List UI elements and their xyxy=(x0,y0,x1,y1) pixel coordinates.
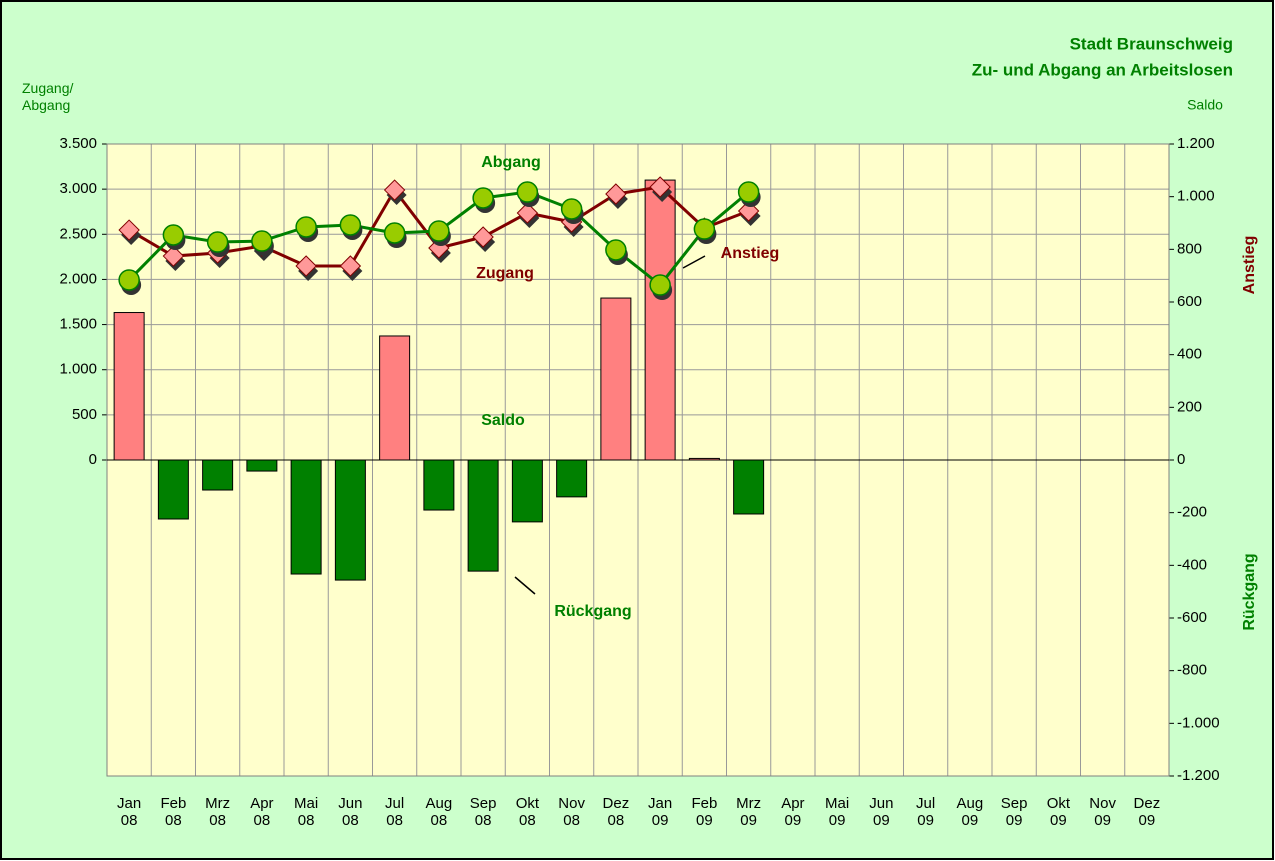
bar xyxy=(556,459,588,498)
x-tick-label: Nov 09 xyxy=(1089,795,1116,829)
y-tick-label: 2.500 xyxy=(59,225,97,242)
y2-tick-label: -600 xyxy=(1177,609,1207,626)
marker xyxy=(383,179,406,201)
x-tick-label: Mrz 08 xyxy=(205,795,231,829)
marker xyxy=(472,226,494,248)
annotation: Saldo xyxy=(481,412,525,429)
bar xyxy=(157,459,189,520)
x-tick-label: Jan 08 xyxy=(117,795,142,829)
x-tick-label: Jun 09 xyxy=(869,795,894,829)
y-tick-label: 1.000 xyxy=(59,361,97,378)
x-tick-label: Mai 08 xyxy=(294,795,319,829)
y2-tick-label: -1.000 xyxy=(1177,714,1220,731)
marker xyxy=(516,181,539,203)
y-tick-label: 2.000 xyxy=(59,270,97,287)
x-tick-label: Jun 08 xyxy=(338,795,363,829)
x-tick-label: Apr 08 xyxy=(250,795,274,829)
annotation-leader xyxy=(514,576,536,595)
x-tick-label: Apr 09 xyxy=(781,795,805,829)
x-tick-label: Jan 09 xyxy=(648,795,673,829)
bar xyxy=(113,312,145,461)
chart-title: Zu- und Abgang an Arbeitslosen xyxy=(972,60,1233,79)
y-tick-label: 0 xyxy=(89,451,97,468)
bar xyxy=(733,459,765,515)
annotation: Abgang xyxy=(481,154,541,171)
y2-tick-label: -800 xyxy=(1177,662,1207,679)
marker xyxy=(295,255,317,277)
marker xyxy=(605,239,627,261)
marker xyxy=(162,245,185,267)
y2-tick-label: 200 xyxy=(1177,398,1202,415)
x-tick-label: Dez 08 xyxy=(602,795,630,829)
y2-positive-title: Anstieg xyxy=(1241,236,1258,295)
chart-title: Stadt Braunschweig xyxy=(1070,34,1233,53)
y2-tick-label: 800 xyxy=(1177,240,1202,257)
x-tick-label: Okt 08 xyxy=(515,795,540,829)
x-tick-label: Sep 09 xyxy=(1000,795,1028,829)
x-tick-label: Mrz 09 xyxy=(736,795,762,829)
marker xyxy=(693,218,716,240)
y2-tick-label: -400 xyxy=(1177,556,1207,573)
x-tick-label: Okt 09 xyxy=(1046,795,1071,829)
marker xyxy=(428,220,450,242)
y-axis-title: Zugang/ Abgang xyxy=(22,80,74,113)
y-tick-label: 500 xyxy=(72,406,97,423)
marker xyxy=(649,176,671,198)
bar xyxy=(202,459,234,491)
marker xyxy=(162,224,185,246)
marker xyxy=(560,198,583,220)
x-tick-label: Aug 09 xyxy=(956,795,984,829)
bar xyxy=(423,459,455,511)
marker xyxy=(295,216,317,238)
marker xyxy=(118,219,140,241)
annotation-leader xyxy=(682,255,706,269)
annotation: Zugang xyxy=(476,265,534,282)
x-tick-label: Jul 09 xyxy=(916,795,936,829)
bar xyxy=(379,335,411,461)
marker xyxy=(251,230,273,252)
marker xyxy=(383,222,406,244)
y2-tick-label: -200 xyxy=(1177,504,1207,521)
bar xyxy=(290,459,322,575)
marker xyxy=(339,255,362,277)
annotation: Rückgang xyxy=(554,603,631,620)
y2-axis-title: Saldo xyxy=(1187,97,1223,113)
x-tick-label: Mai 09 xyxy=(825,795,850,829)
y2-tick-label: 600 xyxy=(1177,293,1202,310)
bar xyxy=(334,459,366,581)
y2-tick-label: 0 xyxy=(1177,451,1185,468)
marker xyxy=(605,183,627,205)
marker xyxy=(339,214,362,236)
x-tick-label: Sep 08 xyxy=(469,795,497,829)
marker xyxy=(206,231,229,253)
y2-tick-label: -1.200 xyxy=(1177,767,1220,784)
y-tick-label: 3.000 xyxy=(59,180,97,197)
bar xyxy=(511,459,543,523)
y-tick-label: 3.500 xyxy=(59,135,97,152)
bar xyxy=(600,297,632,461)
x-tick-label: Jul 08 xyxy=(385,795,405,829)
x-tick-label: Aug 08 xyxy=(425,795,453,829)
bar xyxy=(644,179,676,461)
y-tick-label: 1.500 xyxy=(59,316,97,333)
marker xyxy=(737,181,760,203)
marker xyxy=(118,269,140,291)
marker xyxy=(649,274,671,296)
y2-tick-label: 1.000 xyxy=(1177,188,1215,205)
bar xyxy=(467,459,499,572)
x-tick-label: Feb 08 xyxy=(160,795,187,829)
marker xyxy=(516,202,539,224)
y2-negative-title: Rückgang xyxy=(1241,553,1258,630)
x-tick-label: Feb 09 xyxy=(691,795,718,829)
x-tick-label: Dez 09 xyxy=(1133,795,1161,829)
x-tick-label: Nov 08 xyxy=(558,795,585,829)
marker xyxy=(472,187,494,209)
bar xyxy=(246,459,278,472)
annotation: Anstieg xyxy=(721,245,780,262)
y2-tick-label: 1.200 xyxy=(1177,135,1215,152)
y2-tick-label: 400 xyxy=(1177,346,1202,363)
